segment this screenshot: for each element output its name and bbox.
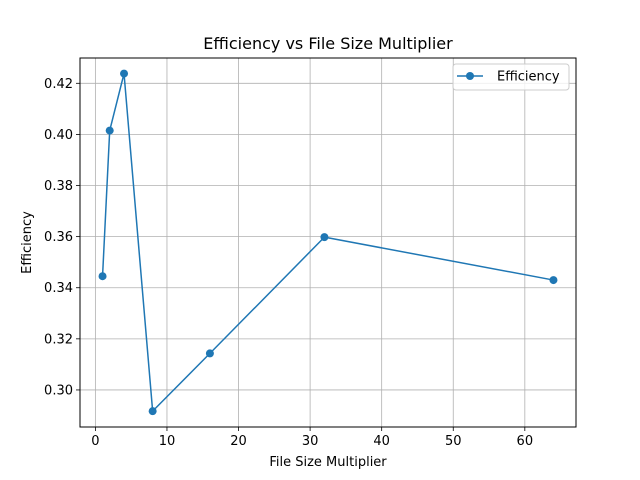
data-point <box>320 233 329 242</box>
y-axis-label: Efficiency <box>20 211 35 274</box>
data-point <box>205 349 214 358</box>
x-tick-label: 20 <box>230 434 247 449</box>
x-tick-label: 40 <box>373 434 390 449</box>
y-axis-ticks: 0.30 0.32 0.34 0.36 0.38 0.40 0.42 <box>44 77 80 398</box>
x-tick-label: 0 <box>91 434 99 449</box>
x-tick-label: 10 <box>159 434 176 449</box>
x-tick-label: 30 <box>302 434 319 449</box>
data-point <box>120 69 129 78</box>
legend-entry-efficiency: Efficiency <box>497 70 560 85</box>
data-point <box>105 126 114 135</box>
y-tick-label: 0.42 <box>44 77 73 92</box>
x-tick-label: 50 <box>445 434 462 449</box>
y-tick-label: 0.32 <box>44 332 73 347</box>
legend-box <box>452 63 570 91</box>
x-tick-label: 60 <box>517 434 534 449</box>
data-point <box>148 407 157 416</box>
data-point <box>549 276 558 285</box>
data-point <box>98 272 107 281</box>
x-axis-ticks: 0 10 20 30 40 50 60 <box>91 427 533 449</box>
legend: Efficiency <box>452 63 570 91</box>
x-axis-label: File Size Multiplier <box>269 455 387 470</box>
y-tick-label: 0.40 <box>44 128 73 143</box>
y-tick-label: 0.38 <box>44 179 73 194</box>
y-tick-label: 0.34 <box>44 281 73 296</box>
chart-title: Efficiency vs File Size Multiplier <box>203 34 453 53</box>
y-tick-label: 0.30 <box>44 383 73 398</box>
y-tick-label: 0.36 <box>44 230 73 245</box>
legend-marker-swatch <box>466 72 474 80</box>
plot-area-frame <box>79 57 577 428</box>
series-layer <box>98 69 558 416</box>
